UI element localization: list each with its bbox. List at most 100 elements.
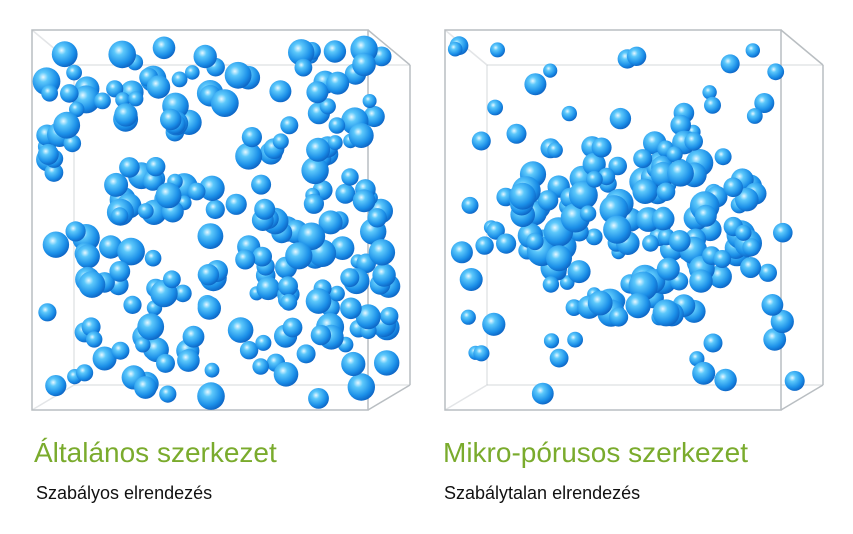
sphere (714, 148, 732, 166)
sphere (114, 103, 138, 127)
sphere (152, 36, 176, 60)
sphere (160, 108, 182, 131)
sphere (99, 235, 123, 259)
sphere (297, 222, 326, 251)
sphere (205, 199, 225, 219)
sphere (128, 91, 144, 107)
sphere (352, 52, 376, 77)
sphere (252, 358, 269, 375)
sphere (380, 307, 399, 326)
sphere (714, 368, 737, 392)
sphere (197, 382, 225, 410)
sphere (549, 348, 569, 368)
sphere (241, 127, 262, 148)
sphere (273, 362, 299, 387)
sphere (625, 293, 651, 319)
sphere (767, 63, 785, 81)
sphere (543, 63, 558, 78)
sphere (137, 313, 165, 341)
sphere (694, 204, 717, 227)
sphere (651, 207, 675, 231)
sphere (496, 233, 517, 254)
sphere (193, 44, 217, 69)
sphere (340, 268, 360, 288)
sphere (656, 182, 676, 202)
sphere (318, 210, 343, 235)
sphere (374, 350, 400, 376)
sphere (123, 295, 142, 314)
sphere (740, 257, 762, 278)
sphere (235, 249, 256, 270)
sphere (327, 135, 343, 151)
sphere (171, 71, 188, 88)
sphere (689, 269, 713, 293)
sphere (526, 232, 544, 251)
sphere (609, 107, 632, 130)
sphere (306, 137, 331, 162)
sphere (285, 242, 313, 270)
sphere (163, 270, 181, 289)
panel-title: Mikro-pórusos szerkezet (443, 437, 748, 468)
sphere (770, 309, 794, 334)
sphere (567, 331, 583, 348)
sphere (239, 341, 259, 360)
sphere (66, 64, 82, 81)
sphere (591, 137, 612, 158)
sphere (473, 345, 490, 362)
sphere (38, 303, 57, 322)
sphere (210, 89, 239, 117)
sphere (301, 156, 329, 185)
sphere (362, 94, 377, 108)
sphere (735, 224, 752, 241)
sphere (75, 244, 100, 269)
sphere (341, 351, 366, 377)
sphere (177, 349, 200, 372)
sphere (155, 182, 182, 209)
panel-subtitle: Szabályos elrendezés (36, 483, 212, 503)
sphere (156, 353, 175, 373)
sphere (134, 376, 157, 399)
sphere (367, 208, 387, 228)
sphere (328, 117, 346, 134)
sphere (159, 385, 177, 403)
sphere (547, 142, 563, 158)
sphere (667, 159, 694, 187)
sphere (41, 84, 58, 102)
sphere (60, 84, 79, 103)
sphere (227, 317, 254, 343)
sphere (626, 46, 647, 66)
sphere (319, 98, 336, 115)
sphere (272, 133, 289, 150)
sphere (363, 105, 385, 128)
sphere (531, 382, 554, 405)
sphere (323, 40, 347, 63)
sphere (461, 196, 479, 214)
sphere (330, 236, 355, 260)
sphere (296, 344, 316, 364)
sphere (104, 172, 129, 197)
sphere (586, 170, 603, 188)
sphere (197, 223, 224, 250)
sphere (471, 131, 491, 151)
sphere (475, 236, 494, 255)
sphere (543, 333, 560, 349)
sphere (784, 370, 805, 391)
sphere (235, 142, 263, 170)
sphere (567, 260, 591, 284)
sphere (585, 228, 603, 246)
sphere (652, 299, 680, 327)
sphere (224, 61, 252, 89)
sphere (482, 312, 506, 336)
sphere (329, 285, 345, 302)
sphere (280, 116, 299, 135)
sphere (256, 276, 280, 301)
sphere (692, 361, 716, 385)
sphere (656, 257, 680, 281)
sphere (668, 230, 691, 252)
sphere (255, 334, 272, 351)
sphere (490, 42, 505, 58)
sphere (78, 271, 106, 298)
sphere (447, 41, 463, 57)
